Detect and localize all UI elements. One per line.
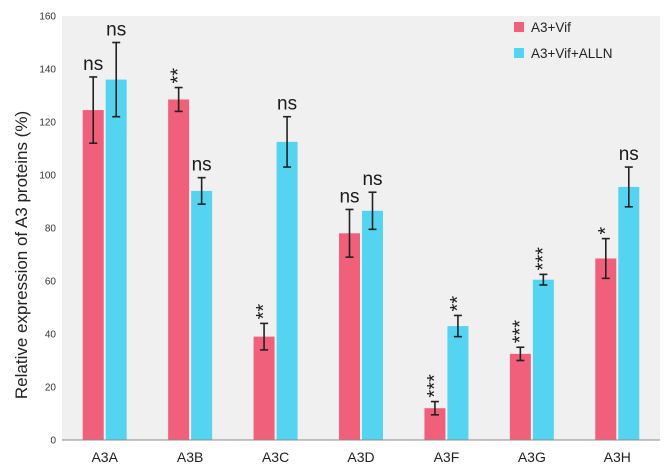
y-tick-label: 60 xyxy=(45,277,57,288)
y-tick-label: 120 xyxy=(39,118,56,129)
x-tick-label: A3C xyxy=(262,449,289,465)
x-tick-label: A3F xyxy=(434,449,460,465)
y-axis: 0 20 40 60 80 100 120 140 160 xyxy=(39,12,56,447)
significance-label: ** xyxy=(253,304,275,320)
bar xyxy=(618,186,640,440)
significance-label: * xyxy=(595,227,617,235)
bar xyxy=(447,326,469,440)
bar xyxy=(191,190,213,440)
significance-label: *** xyxy=(532,247,554,271)
significance-label: ns xyxy=(192,155,212,176)
significance-label: ns xyxy=(83,54,103,75)
y-axis-label: Relative expression of A3 proteins (%) xyxy=(12,111,31,399)
legend: A3+Vif A3+Vif+ALLN xyxy=(514,20,613,61)
bar xyxy=(532,279,554,440)
y-tick-label: 80 xyxy=(45,224,57,235)
y-tick-label: 160 xyxy=(39,12,56,23)
legend-label: A3+Vif xyxy=(531,20,571,35)
bar xyxy=(105,79,127,440)
bar xyxy=(595,258,617,440)
legend-swatch xyxy=(514,22,524,32)
y-tick-label: 140 xyxy=(39,65,56,76)
bar xyxy=(424,408,446,440)
significance-label: ns xyxy=(362,169,382,190)
bar xyxy=(362,210,383,440)
y-tick-label: 20 xyxy=(45,383,57,394)
x-tick-label: A3D xyxy=(347,449,374,465)
significance-label: ** xyxy=(447,296,469,312)
plot-background xyxy=(62,16,660,440)
bar xyxy=(509,353,531,440)
significance-label: *** xyxy=(509,320,531,344)
bar-series xyxy=(82,79,640,440)
bar xyxy=(168,99,190,440)
legend-swatch xyxy=(514,48,524,58)
x-tick-label: A3H xyxy=(604,449,631,465)
x-tick-label: A3G xyxy=(518,449,546,465)
significance-label: *** xyxy=(424,374,446,398)
y-tick-label: 100 xyxy=(39,171,56,182)
bar xyxy=(82,110,104,440)
y-tick-label: 40 xyxy=(45,330,57,341)
x-axis: A3A A3B A3C A3D A3F A3G A3H xyxy=(91,449,630,465)
legend-label: A3+Vif+ALLN xyxy=(531,46,613,61)
x-tick-label: A3A xyxy=(91,449,118,465)
significance-label: ** xyxy=(168,68,190,84)
significance-label: ns xyxy=(619,144,639,165)
significance-label: ns xyxy=(339,186,359,207)
bar xyxy=(339,233,360,440)
bar xyxy=(276,141,298,440)
significance-label: ns xyxy=(277,94,297,115)
y-tick-label: 0 xyxy=(50,436,56,447)
x-tick-label: A3B xyxy=(177,449,203,465)
error-bars xyxy=(89,41,633,416)
bar xyxy=(253,336,275,440)
significance-label: ns xyxy=(106,20,126,41)
